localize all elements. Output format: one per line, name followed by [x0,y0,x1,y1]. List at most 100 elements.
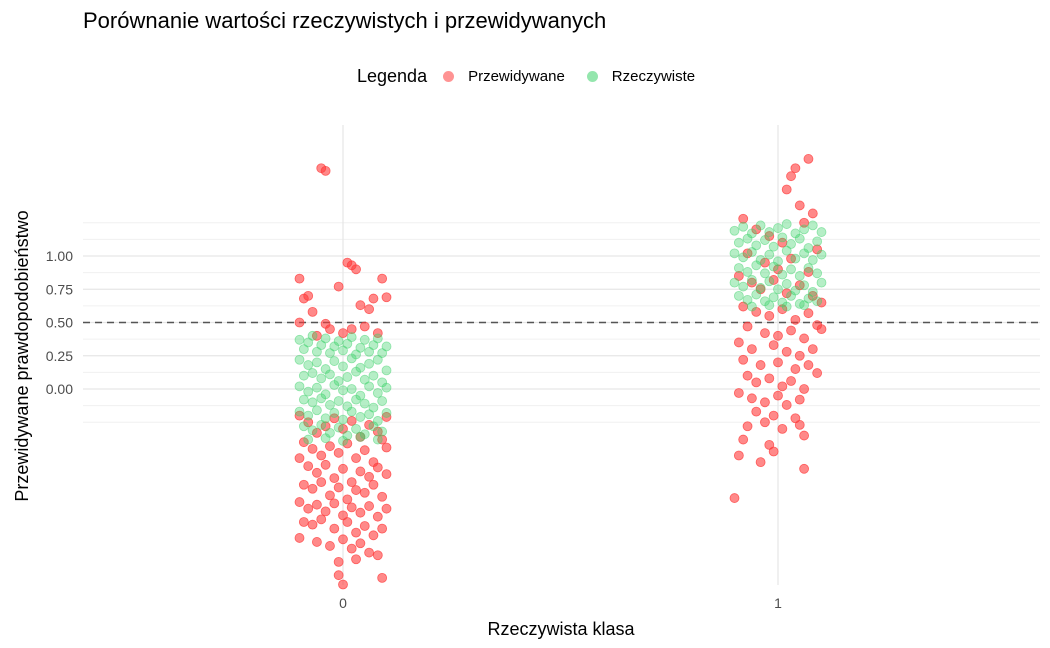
data-point-przewidywane [803,360,814,370]
data-point-przewidywane [359,487,370,498]
data-point-przewidywane [294,273,305,284]
data-point-rzeczywiste [351,423,361,434]
data-point-rzeczywiste [311,382,322,393]
data-point-rzeczywiste [368,370,379,381]
data-point-rzeczywiste [377,426,388,437]
data-point-przewidywane [303,461,314,472]
data-point-przewidywane [742,321,753,332]
data-point-przewidywane [768,340,779,351]
data-point-rzeczywiste [294,334,305,345]
data-point-rzeczywiste [812,268,823,279]
data-point-przewidywane [738,434,749,445]
data-point-rzeczywiste [355,412,366,422]
data-point-przewidywane [377,491,388,502]
data-point-przewidywane [351,554,361,565]
data-point-przewidywane [799,384,809,394]
data-point-przewidywane [351,453,361,464]
data-point-rzeczywiste [733,290,744,301]
data-point-przewidywane [364,304,375,315]
data-point-przewidywane [307,306,318,317]
data-point-przewidywane [733,337,744,348]
data-point-przewidywane [742,421,753,432]
data-point-przewidywane [794,350,805,361]
data-point-przewidywane [325,324,335,335]
data-point-przewidywane [733,450,744,461]
data-point-rzeczywiste [320,333,331,344]
data-point-przewidywane [794,394,805,405]
data-point-rzeczywiste [311,357,322,368]
data-point-rzeczywiste [372,333,383,344]
data-point-rzeczywiste [738,252,749,263]
data-point-rzeczywiste [333,422,344,433]
data-point-przewidywane [298,517,309,527]
data-point-rzeczywiste [298,370,309,381]
data-point-przewidywane [338,534,348,545]
data-point-przewidywane [320,165,331,176]
data-point-rzeczywiste [773,284,783,295]
data-point-przewidywane [342,494,353,505]
data-point-przewidywane [355,538,366,549]
data-point-przewidywane [355,300,366,311]
data-point-przewidywane [355,466,366,477]
data-point-rzeczywiste [751,260,762,271]
data-point-rzeczywiste [747,301,757,312]
data-point-rzeczywiste [777,269,788,280]
legend-item-przewidywane: Przewidywane [443,68,565,85]
data-point-przewidywane [298,479,309,490]
legend-key-przewidywane [443,70,455,82]
data-point-rzeczywiste [372,434,383,445]
data-point-rzeczywiste [812,236,823,247]
data-point-rzeczywiste [799,248,809,259]
y-axis-title: Przewidywane prawdopodobieństwo [12,210,32,501]
data-point-przewidywane [751,406,762,417]
data-point-przewidywane [333,482,344,493]
data-point-rzeczywiste [346,384,357,394]
data-point-rzeczywiste [355,342,366,353]
data-point-rzeczywiste [747,247,757,257]
data-point-rzeczywiste [799,224,809,235]
data-point-przewidywane [747,277,757,288]
data-point-przewidywane [325,490,335,501]
data-point-rzeczywiste [729,225,740,236]
data-point-przewidywane [307,443,318,454]
data-point-rzeczywiste [768,241,779,252]
data-point-przewidywane [799,430,809,441]
data-point-rzeczywiste [307,397,318,408]
data-point-przewidywane [729,493,740,503]
data-point-przewidywane [359,321,370,332]
data-point-przewidywane [351,264,361,275]
data-point-przewidywane [377,523,388,534]
data-point-rzeczywiste [329,380,340,390]
data-point-rzeczywiste [325,400,335,410]
data-point-rzeczywiste [764,300,775,311]
data-point-przewidywane [781,346,792,357]
data-point-przewidywane [338,463,348,474]
data-point-przewidywane [807,344,818,355]
data-point-rzeczywiste [359,398,370,409]
data-point-przewidywane [364,501,375,511]
data-point-przewidywane [768,410,779,421]
data-point-rzeczywiste [768,261,779,272]
data-point-przewidywane [777,423,788,434]
data-point-przewidywane [346,543,357,554]
data-point-przewidywane [294,453,305,464]
data-point-przewidywane [359,521,370,531]
x-tick-label: 1 [774,595,782,611]
data-point-przewidywane [760,397,770,408]
data-point-przewidywane [768,446,779,457]
data-point-przewidywane [786,376,796,386]
data-point-przewidywane [803,154,814,164]
data-point-przewidywane [381,503,392,514]
data-point-rzeczywiste [807,255,818,265]
data-point-przewidywane [733,388,744,398]
data-point-przewidywane [377,273,388,284]
data-point-rzeczywiste [803,263,814,273]
data-point-rzeczywiste [364,358,375,369]
data-point-przewidywane [764,310,775,321]
data-point-rzeczywiste [338,414,348,425]
data-point-rzeczywiste [303,360,314,370]
y-tick-label: 0.50 [46,315,73,331]
data-point-rzeczywiste [764,227,775,237]
data-point-przewidywane [812,368,823,378]
data-point-rzeczywiste [764,276,775,287]
